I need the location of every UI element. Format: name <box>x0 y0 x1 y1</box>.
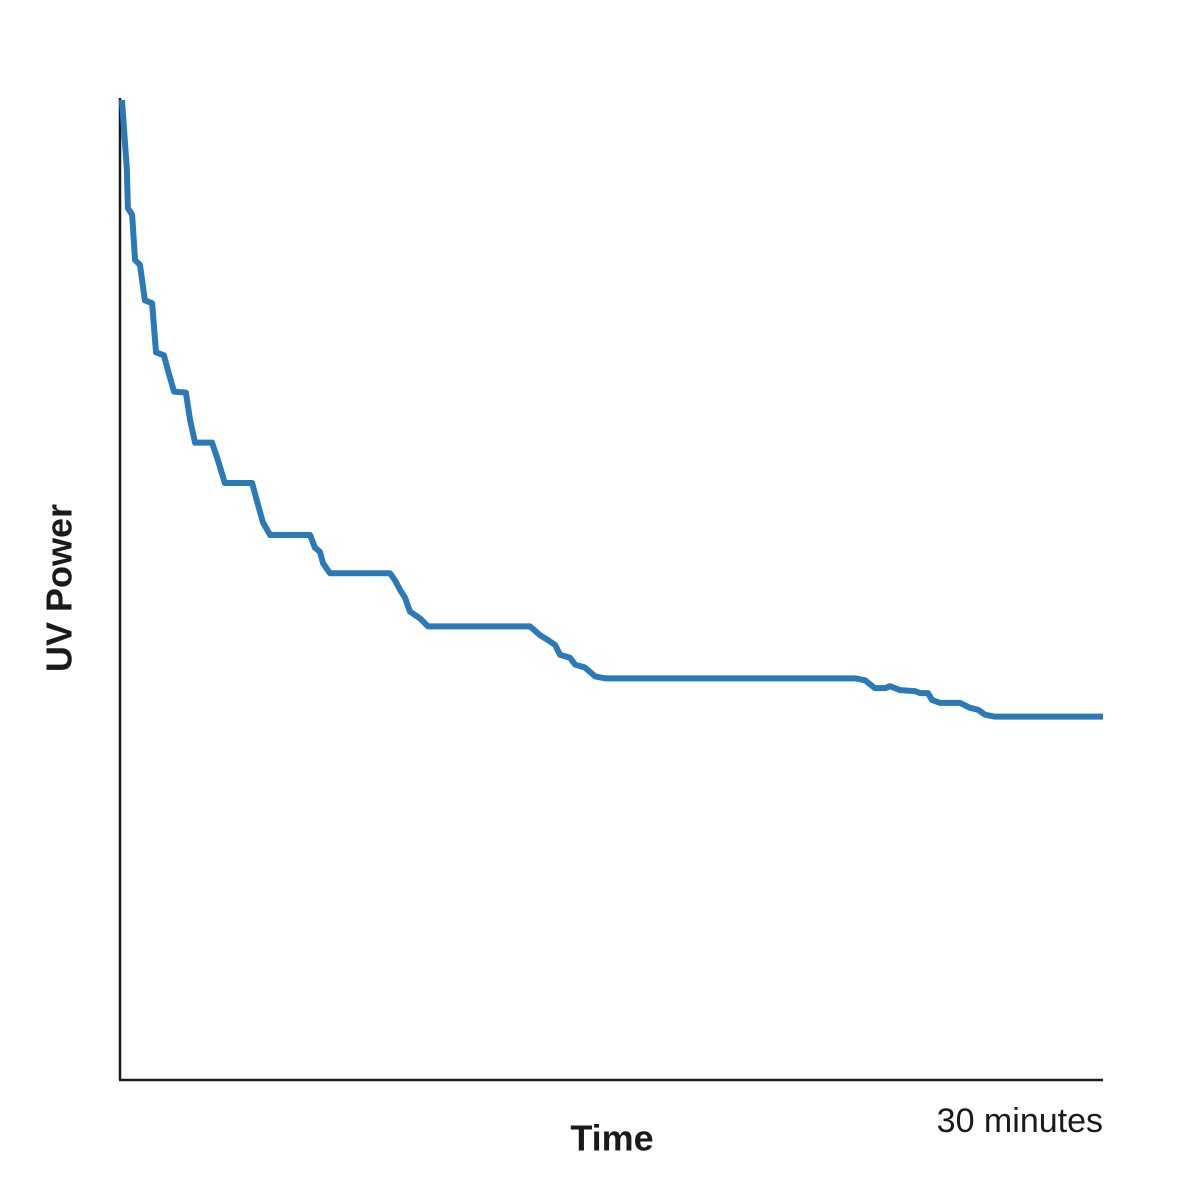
data-line <box>118 99 1103 720</box>
x-axis-label: Time <box>570 1118 653 1159</box>
y-axis-label: UV Power <box>39 504 80 672</box>
x-tick-label: 30 minutes <box>937 1102 1103 1140</box>
